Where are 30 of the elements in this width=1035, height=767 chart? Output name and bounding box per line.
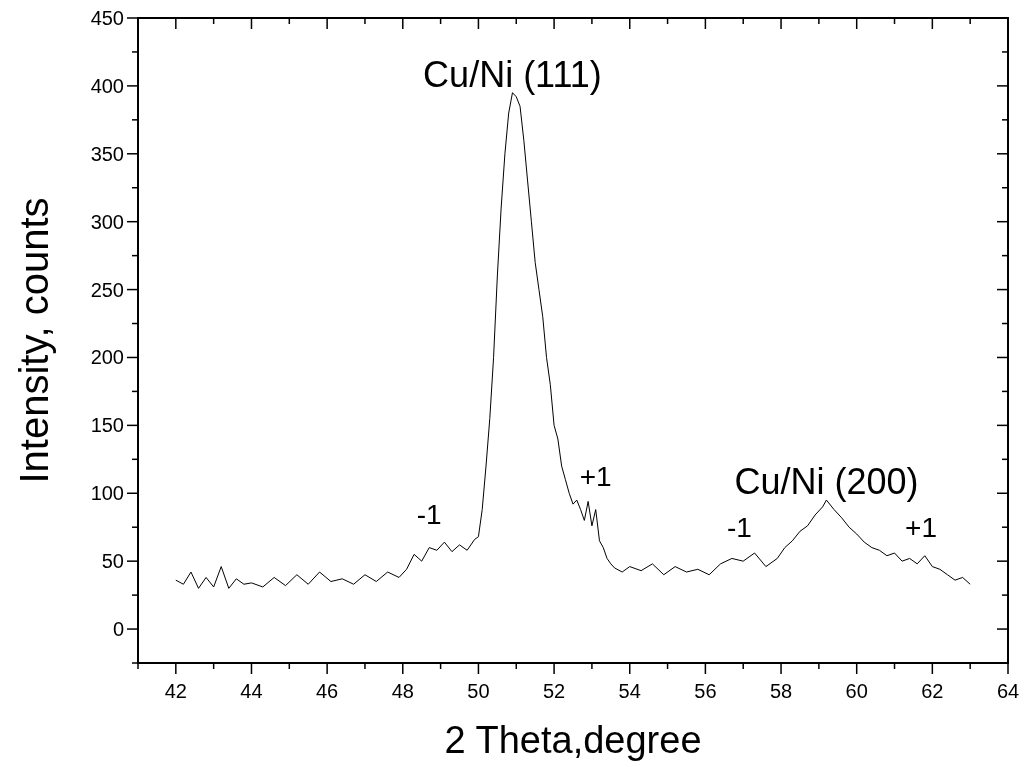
y-tick-label: 0 [112,618,124,641]
x-tick-label: 46 [316,680,339,702]
x-tick-label: 64 [996,680,1020,702]
y-tick-label: 50 [101,550,124,573]
x-tick-label: 58 [769,680,793,702]
x-tick-label: 48 [391,680,414,702]
y-axis-title: Intensity, counts [12,197,56,484]
annotation: +1 [905,512,937,544]
y-tick-label: 400 [90,74,124,97]
y-tick-label: 300 [90,210,124,233]
x-axis-title: 2 Theta,degree [444,719,702,761]
y-tick-label: 350 [90,142,124,165]
x-tick-label: 62 [921,680,944,702]
annotation: Cu/Ni (200) [734,461,919,503]
y-tick-label: 200 [90,346,124,369]
annotation: Cu/Ni (111) [423,53,602,95]
y-tick-label: 250 [90,278,124,301]
x-tick-label: 50 [467,680,490,702]
annotation: +1 [579,460,612,492]
x-tick-label: 60 [845,680,868,702]
x-tick-label: 54 [618,680,641,702]
x-tick-label: 44 [240,680,263,702]
annotation: -1 [416,498,442,530]
x-tick-label: 56 [694,680,717,702]
y-tick-label: 450 [90,7,124,29]
x-tick-label: 52 [542,680,566,702]
annotation: -1 [726,512,752,544]
y-tick-label: 150 [90,414,124,437]
y-tick-label: 100 [90,482,124,505]
x-tick-label: 42 [164,680,187,702]
